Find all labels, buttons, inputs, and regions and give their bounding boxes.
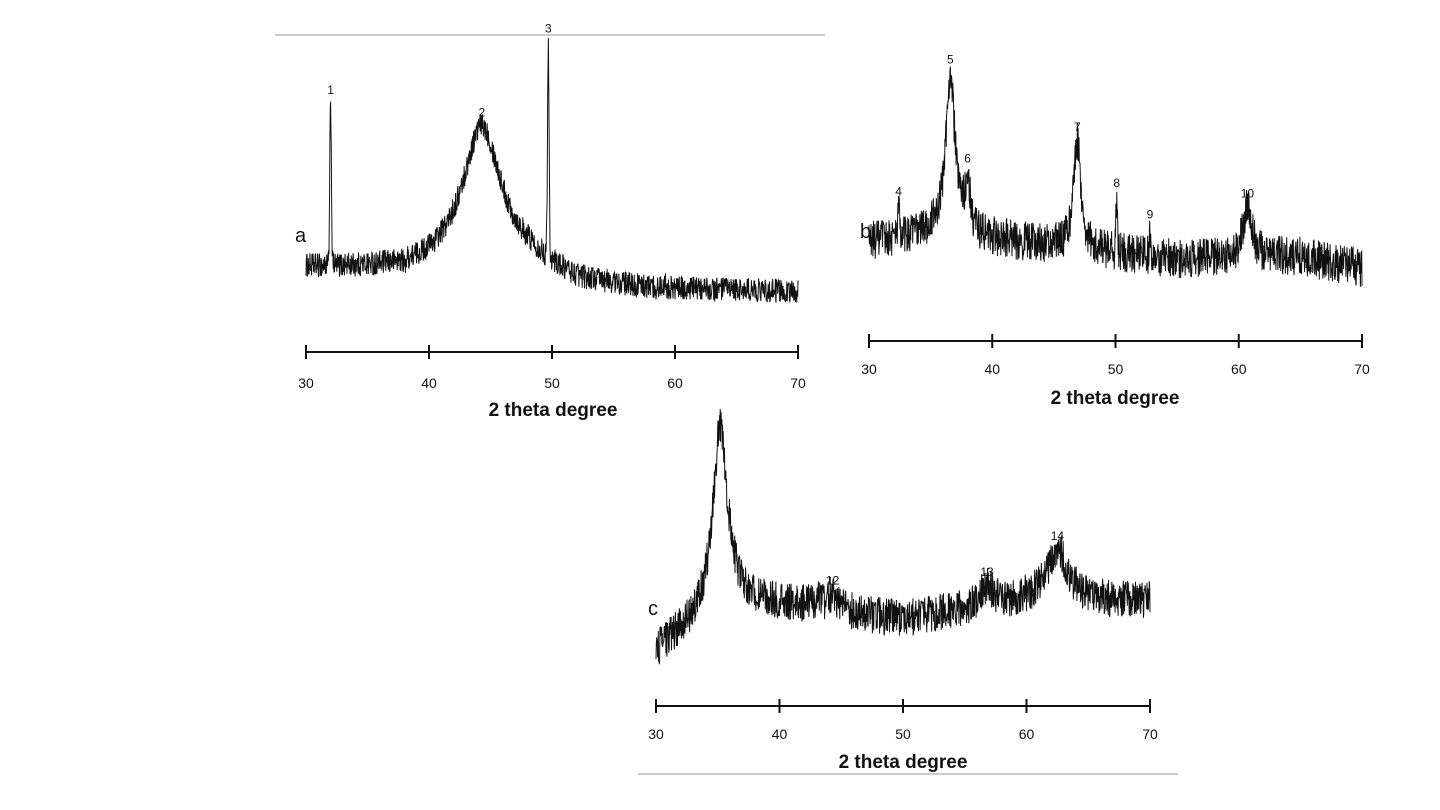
peak-labels: 2 1 3 [327, 22, 552, 120]
peak-label-9: 9 [1147, 208, 1154, 222]
x-tick-label: 60 [1231, 361, 1247, 377]
x-axis: 30 40 50 60 70 [861, 334, 1370, 377]
peak-label-4: 4 [895, 184, 902, 198]
panel-label: a [295, 225, 307, 247]
x-axis-title: 2 theta degree [489, 400, 618, 421]
x-tick-label: 40 [984, 361, 1000, 377]
peak-labels: 12 13 14 [826, 529, 1064, 588]
x-tick-label: 60 [667, 375, 683, 391]
x-tick-label: 40 [772, 726, 788, 742]
peak-label-7: 7 [1074, 120, 1081, 134]
x-tick-label: 70 [1142, 726, 1158, 742]
panel-c: c 12 13 14 30 40 50 60 70 2 theta degree [648, 408, 1158, 773]
panel-b: b 5 6 7 10 4 8 9 30 40 50 60 70 2 theta degree [860, 53, 1370, 409]
x-axis-title: 2 theta degree [839, 752, 968, 773]
x-axis-title: 2 theta degree [1051, 388, 1180, 409]
peak-label-14: 14 [1051, 529, 1065, 543]
series-line [655, 408, 1151, 665]
x-tick-label: 50 [895, 726, 911, 742]
peak-label-3: 3 [545, 22, 552, 36]
peak-label-12: 12 [826, 573, 840, 587]
panel-label: c [648, 598, 658, 620]
x-tick-label: 30 [648, 726, 664, 742]
panel-label: b [860, 221, 871, 243]
x-tick-label: 30 [861, 361, 877, 377]
peak-label-2: 2 [479, 106, 486, 120]
peak-label-1: 1 [327, 83, 334, 97]
x-tick-label: 60 [1019, 726, 1035, 742]
x-tick-label: 50 [544, 375, 560, 391]
peak-labels: 5 6 7 10 4 8 9 [895, 53, 1254, 222]
peak-label-5: 5 [947, 53, 954, 67]
x-tick-label: 70 [1354, 361, 1370, 377]
peak-label-13: 13 [980, 565, 994, 579]
x-tick-label: 70 [790, 375, 806, 391]
peak-label-6: 6 [964, 151, 971, 165]
panel-a: a 2 1 3 30 40 50 60 70 2 theta degree [295, 22, 806, 421]
peak-label-8: 8 [1113, 176, 1120, 190]
series-line [868, 66, 1363, 287]
series-line [305, 38, 799, 303]
x-axis: 30 40 50 60 70 [298, 345, 806, 391]
peak-label-10: 10 [1241, 186, 1255, 200]
x-tick-label: 50 [1108, 361, 1124, 377]
x-tick-label: 40 [421, 375, 437, 391]
x-axis: 30 40 50 60 70 [648, 699, 1158, 742]
x-tick-label: 30 [298, 375, 314, 391]
